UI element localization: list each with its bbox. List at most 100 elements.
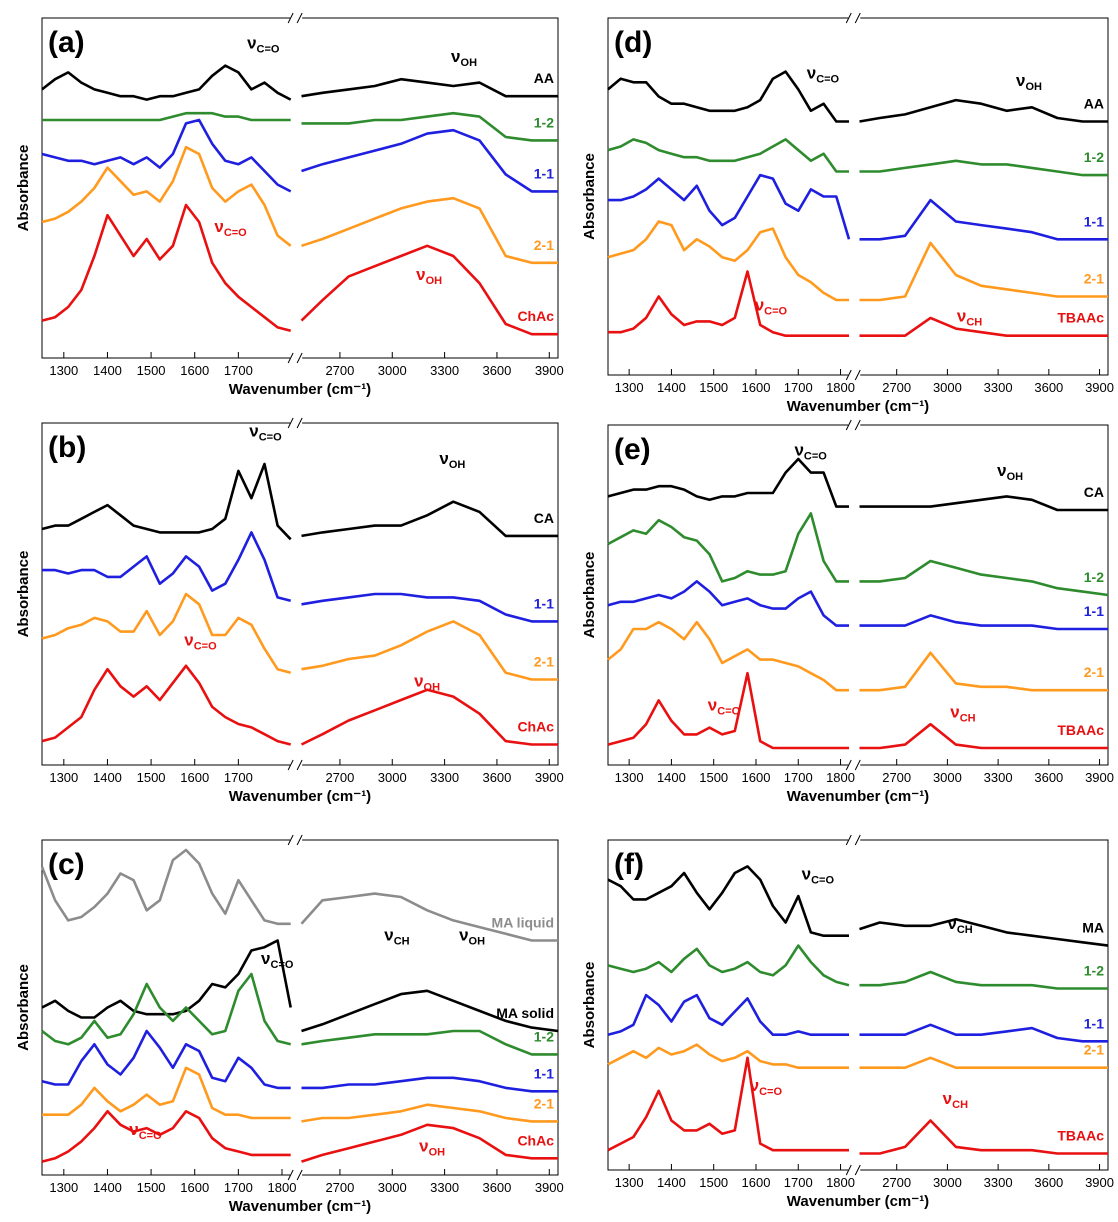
annotation-symbol: ν (451, 47, 460, 66)
x-tick-label: 1300 (49, 770, 78, 785)
x-tick-label: 1300 (615, 380, 644, 395)
spectrum-line (42, 1066, 558, 1123)
panel-label: (c) (48, 848, 85, 881)
series-label: CA (534, 510, 554, 526)
x-tick-label: 3900 (1085, 1175, 1114, 1190)
axis-break-gap (290, 1173, 303, 1177)
spectrum-line (41, 145, 558, 265)
axis-break-mark (287, 834, 303, 846)
annotation-symbol: ν (794, 441, 803, 460)
annotation-subscript: CH (957, 924, 973, 936)
axis-break-gap (290, 763, 303, 767)
annotation: νC=O (802, 865, 835, 887)
annotation-symbol: ν (247, 34, 256, 53)
panel: MA 1-2 1-1 2-1 TBAAc 1300 1400 1500 1600 1700 1800… (581, 834, 1114, 1210)
spectrum-line (41, 939, 559, 1033)
axis-break-gap (290, 838, 303, 842)
annotation-subscript: OH (426, 275, 443, 287)
axis-break-gap (848, 838, 861, 842)
spectrum-line (40, 848, 558, 942)
x-tick-label: 1400 (93, 770, 122, 785)
annotation-subscript: CH (394, 936, 410, 948)
x-tick-label: 1500 (699, 380, 728, 395)
x-axis-label: Wavenumber (cm⁻¹) (787, 398, 929, 415)
annotation-symbol: ν (947, 914, 956, 933)
spectrum-line (42, 111, 558, 142)
annotation: νCH (384, 926, 409, 948)
annotation-symbol: ν (184, 630, 193, 649)
x-axis-label: Wavenumber (cm⁻¹) (787, 788, 929, 805)
axis-break-mark (845, 12, 861, 24)
annotation-subscript: OH (429, 1147, 446, 1159)
x-tick-label: 1800 (268, 1180, 297, 1195)
annotation: νC=O (129, 1120, 162, 1142)
series-label: AA (534, 70, 554, 86)
annotation-subscript: CH (952, 1099, 968, 1111)
annotation: νC=O (755, 296, 788, 318)
spectrum-line (607, 993, 1108, 1043)
x-tick-label: 3600 (482, 363, 511, 378)
annotation-subscript: C=O (194, 640, 217, 652)
y-axis-label: Absorbance (15, 551, 32, 638)
spectrum-line (607, 944, 1108, 990)
annotation: νOH (459, 926, 485, 948)
x-tick-label: 3000 (378, 770, 407, 785)
x-tick-label: 3600 (1034, 1175, 1063, 1190)
annotation: νC=O (750, 1076, 783, 1098)
annotation-subscript: C=O (804, 451, 827, 463)
axis-break-gap (290, 356, 303, 360)
axis-break-gap (290, 421, 303, 425)
annotation-symbol: ν (750, 1076, 759, 1095)
x-axis-label: Wavenumber (cm⁻¹) (787, 1193, 929, 1210)
annotation: νCH (947, 914, 972, 936)
plot-frame (607, 424, 1109, 766)
series-label: 1-2 (1084, 963, 1104, 979)
x-tick-label: 1400 (657, 1175, 686, 1190)
x-tick-label: 2700 (882, 770, 911, 785)
series-label: ChAc (517, 308, 554, 324)
series-label: 1-2 (1084, 149, 1104, 165)
spectrum-line (607, 671, 1108, 750)
x-tick-label: 1800 (826, 380, 855, 395)
spectrum-line (41, 664, 558, 746)
x-tick-label: 1800 (826, 1175, 855, 1190)
x-tick-label: 3600 (1034, 770, 1063, 785)
annotation-subscript: C=O (811, 875, 834, 887)
annotation-symbol: ν (459, 926, 468, 945)
spectrum-line (607, 512, 1109, 597)
spectrum-line (41, 118, 558, 193)
axis-break-mark (287, 12, 303, 24)
x-tick-label: 1700 (784, 1175, 813, 1190)
annotation: νC=O (249, 422, 282, 444)
annotation: νOH (997, 461, 1023, 483)
panel-label: (e) (614, 433, 651, 466)
spectrum-line (41, 1110, 558, 1163)
annotation-subscript: CH (966, 316, 982, 328)
x-tick-label: 3900 (535, 770, 564, 785)
x-tick-label: 1600 (742, 380, 771, 395)
annotation-symbol: ν (414, 671, 423, 690)
series-label: 1-1 (534, 1065, 554, 1081)
annotation-subscript: OH (1007, 471, 1024, 483)
spectrum-line (608, 270, 1108, 337)
series-label: 2-1 (534, 654, 554, 670)
y-axis-label: Absorbance (15, 964, 32, 1051)
panel-label: (b) (48, 431, 86, 464)
y-axis-label: Absorbance (581, 962, 598, 1049)
annotation-symbol: ν (214, 217, 223, 236)
x-tick-label: 1400 (93, 1180, 122, 1195)
annotation-symbol: ν (950, 702, 959, 721)
x-tick-label: 1400 (657, 770, 686, 785)
x-tick-label: 2700 (882, 1175, 911, 1190)
axis-break-mark (287, 352, 303, 364)
series-label: 2-1 (1084, 270, 1104, 286)
axis-break-mark (287, 759, 303, 771)
x-tick-label: 1500 (137, 770, 166, 785)
annotation-symbol: ν (997, 461, 1006, 480)
annotation: νC=O (184, 630, 217, 652)
panel: MA liquid MA solid 1-2 1-1 2-1 ChAc 1300 1400 15… (15, 834, 564, 1215)
x-tick-label: 3300 (984, 770, 1013, 785)
annotation-symbol: ν (419, 1137, 428, 1156)
annotation: νOH (416, 265, 442, 287)
